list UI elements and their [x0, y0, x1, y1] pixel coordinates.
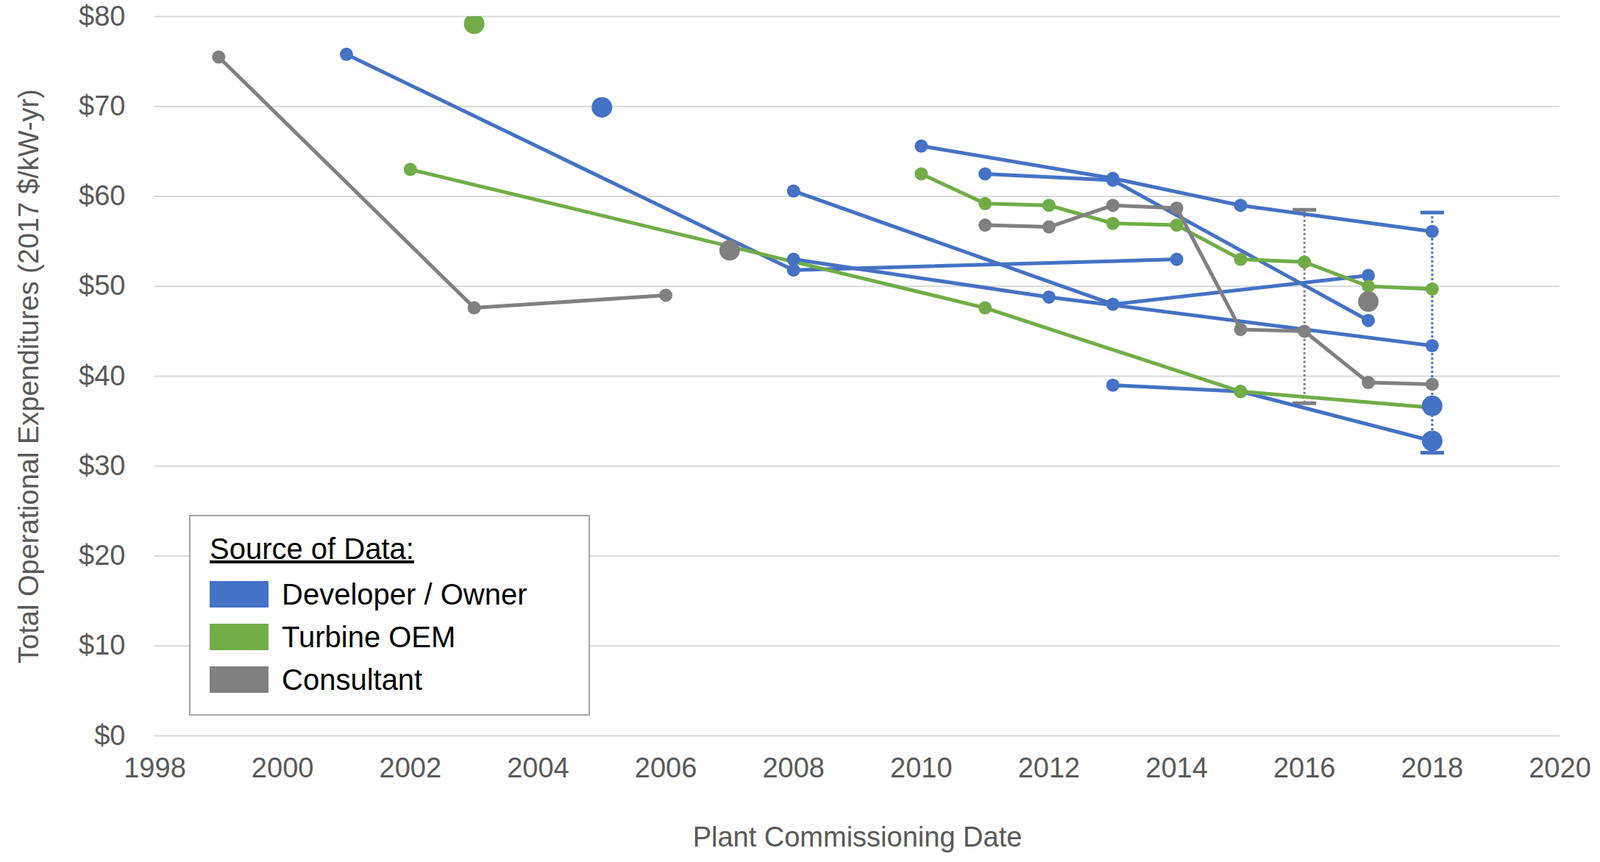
svg-text:$70: $70	[78, 90, 126, 122]
svg-text:2010: 2010	[890, 752, 953, 784]
html-text:Developer / Owner: Developer / Owner	[281, 577, 528, 611]
svg-text:$10: $10	[78, 629, 126, 661]
html-text:Turbine OEM: Turbine OEM	[281, 620, 456, 653]
svg-text:$20: $20	[78, 539, 126, 571]
html-text:Source of Data:: Source of Data:	[209, 532, 415, 565]
svg-text:Total Operational Expenditures: Total Operational Expenditures (2017 $/k…	[13, 89, 45, 664]
svg-text:2012: 2012	[1018, 752, 1081, 784]
svg-text:$60: $60	[78, 180, 126, 212]
svg-text:2006: 2006	[634, 752, 698, 784]
svg-text:2020: 2020	[1528, 752, 1592, 784]
svg-text:2000: 2000	[251, 752, 315, 784]
svg-text:2008: 2008	[762, 752, 825, 784]
svg-text:$50: $50	[78, 269, 126, 301]
svg-text:2018: 2018	[1401, 752, 1464, 784]
svg-text:2004: 2004	[506, 752, 570, 784]
svg-text:$40: $40	[78, 360, 126, 392]
svg-text:$30: $30	[78, 450, 126, 482]
svg-text:$80: $80	[78, 0, 126, 32]
svg-text:Plant Commissioning Date: Plant Commissioning Date	[692, 821, 1023, 853]
svg-text:2014: 2014	[1145, 752, 1208, 784]
html-text:Consultant: Consultant	[281, 663, 423, 696]
svg-text:2002: 2002	[378, 752, 442, 784]
svg-text:2016: 2016	[1273, 752, 1336, 784]
svg-text:1998: 1998	[123, 752, 187, 784]
svg-text:$0: $0	[94, 720, 126, 752]
